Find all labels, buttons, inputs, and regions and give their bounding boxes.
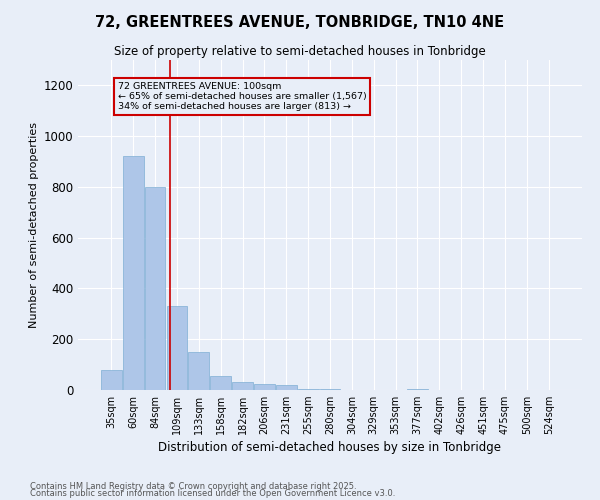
Text: 72 GREENTREES AVENUE: 100sqm
← 65% of semi-detached houses are smaller (1,567)
3: 72 GREENTREES AVENUE: 100sqm ← 65% of se… bbox=[118, 82, 367, 112]
Text: Contains public sector information licensed under the Open Government Licence v3: Contains public sector information licen… bbox=[30, 489, 395, 498]
Text: Size of property relative to semi-detached houses in Tonbridge: Size of property relative to semi-detach… bbox=[114, 45, 486, 58]
Bar bbox=[254, 384, 275, 390]
Bar bbox=[210, 376, 231, 390]
Text: 72, GREENTREES AVENUE, TONBRIDGE, TN10 4NE: 72, GREENTREES AVENUE, TONBRIDGE, TN10 4… bbox=[95, 15, 505, 30]
Text: Contains HM Land Registry data © Crown copyright and database right 2025.: Contains HM Land Registry data © Crown c… bbox=[30, 482, 356, 491]
Bar bbox=[145, 187, 166, 390]
Bar bbox=[232, 382, 253, 390]
X-axis label: Distribution of semi-detached houses by size in Tonbridge: Distribution of semi-detached houses by … bbox=[158, 442, 502, 454]
Bar bbox=[188, 352, 209, 390]
Bar bbox=[123, 156, 143, 390]
Bar bbox=[298, 388, 319, 390]
Bar bbox=[101, 370, 122, 390]
Bar bbox=[407, 389, 428, 390]
Bar bbox=[276, 385, 296, 390]
Y-axis label: Number of semi-detached properties: Number of semi-detached properties bbox=[29, 122, 39, 328]
Bar bbox=[167, 306, 187, 390]
Bar bbox=[320, 389, 340, 390]
